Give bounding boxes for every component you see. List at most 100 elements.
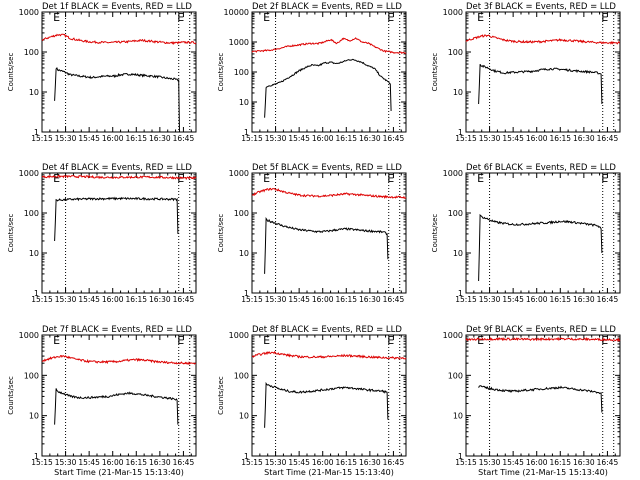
y-tick-label: 1 — [244, 452, 249, 461]
x-tick-label: 16:30 — [149, 458, 171, 467]
x-tick-label: 16:00 — [312, 134, 334, 143]
x-tick-label: 15:45 — [78, 295, 100, 304]
panel-9: Det 9f BLACK = Events, RED = LLD 1 10 100 10… — [443, 325, 621, 477]
x-tick-label: 16:30 — [149, 295, 171, 304]
x-tick-label: 16:45 — [173, 295, 195, 304]
x-tick-label: 15:15 — [31, 458, 53, 467]
x-tick-label: 16:15 — [335, 295, 357, 304]
x-tick-label: 16:00 — [526, 458, 548, 467]
x-tick-label: 16:00 — [526, 134, 548, 143]
x-tick-label: 16:45 — [173, 134, 195, 143]
plot-frame — [465, 334, 621, 457]
y-axis-label: Counts/sec — [7, 214, 15, 253]
event-marker-label: E — [387, 11, 394, 24]
y-tick-label: 10 — [29, 249, 39, 258]
event-marker-label: E — [177, 172, 184, 185]
lld-series-line — [465, 34, 621, 45]
event-marker-label: E — [387, 172, 394, 185]
x-tick-label: 16:15 — [549, 295, 571, 304]
plot-frame — [41, 172, 197, 294]
panel-4: Det 4f BLACK = Events, RED = LLD 1 10 100 10… — [7, 163, 197, 304]
y-tick-label: 1 — [34, 289, 39, 298]
event-marker-label: E — [53, 172, 60, 185]
y-tick-label: 100 — [234, 68, 249, 77]
x-tick-label: 16:15 — [125, 295, 147, 304]
event-marker-label: E — [177, 11, 184, 24]
lld-series-line — [251, 350, 407, 360]
panel-3: Det 3f BLACK = Events, RED = LLD 1 10 100 10… — [431, 2, 621, 143]
plot-frame — [465, 172, 621, 294]
panel-7: Det 7f BLACK = Events, RED = LLD 1 10 100 10… — [7, 325, 197, 477]
events-series-line — [54, 388, 179, 425]
plot-frame — [41, 334, 197, 457]
y-tick-label: 1000 — [19, 8, 39, 17]
x-tick-label: 15:45 — [502, 295, 524, 304]
x-tick-label: 15:30 — [265, 295, 287, 304]
x-tick-label: 15:30 — [55, 134, 77, 143]
event-marker-label: E — [177, 334, 184, 347]
x-tick-label: 15:15 — [31, 295, 53, 304]
y-tick-label: 10 — [239, 98, 249, 107]
x-tick-label: 15:15 — [241, 458, 263, 467]
y-tick-label: 100 — [24, 371, 39, 380]
x-tick-label: 15:30 — [479, 295, 501, 304]
x-tick-label: 16:15 — [335, 458, 357, 467]
lld-series-line — [251, 187, 407, 199]
x-tick-label: 15:45 — [78, 134, 100, 143]
x-tick-label: 15:15 — [455, 295, 477, 304]
y-tick-label: 1 — [458, 128, 463, 137]
event-marker-label: E — [601, 334, 608, 347]
x-tick-label: 16:30 — [573, 458, 595, 467]
plot-frame — [251, 334, 407, 457]
y-tick-label: 10 — [453, 249, 463, 258]
x-tick-label: 16:45 — [383, 295, 405, 304]
event-marker-label: E — [263, 11, 270, 24]
panel-title: Det 6f BLACK = Events, RED = LLD — [466, 163, 616, 173]
panel-title: Det 8f BLACK = Events, RED = LLD — [252, 325, 402, 335]
panel-title: Det 7f BLACK = Events, RED = LLD — [42, 325, 192, 335]
x-tick-label: 16:45 — [597, 295, 619, 304]
y-tick-label: 100 — [24, 209, 39, 218]
x-tick-label: 16:00 — [102, 295, 124, 304]
x-tick-label: 16:45 — [173, 458, 195, 467]
y-tick-label: 100 — [24, 48, 39, 57]
y-axis-label: Counts/sec — [431, 214, 439, 253]
y-tick-label: 10 — [453, 88, 463, 97]
y-tick-label: 1000 — [229, 38, 249, 47]
event-marker-label: E — [477, 334, 484, 347]
y-tick-label: 100 — [448, 48, 463, 57]
events-series-line — [478, 385, 603, 413]
x-tick-label: 15:15 — [241, 295, 263, 304]
y-tick-label: 10000 — [224, 8, 249, 17]
y-tick-label: 100 — [448, 371, 463, 380]
y-tick-label: 100 — [448, 209, 463, 218]
panel-6: Det 6f BLACK = Events, RED = LLD 1 10 100 10… — [431, 163, 621, 304]
x-tick-label: 16:30 — [573, 134, 595, 143]
x-tick-label: 16:30 — [149, 134, 171, 143]
y-tick-label: 100 — [234, 209, 249, 218]
plot-frame — [465, 11, 621, 133]
plot-frame — [41, 11, 197, 133]
event-marker-label: E — [477, 11, 484, 24]
x-tick-label: 16:45 — [597, 458, 619, 467]
lld-series-line — [41, 174, 197, 180]
y-tick-label: 10 — [239, 249, 249, 258]
events-series-line — [54, 67, 180, 133]
lld-series-line — [465, 336, 621, 343]
y-tick-label: 1000 — [229, 169, 249, 178]
x-tick-label: 15:45 — [502, 134, 524, 143]
y-tick-label: 1000 — [443, 169, 463, 178]
y-axis-label: Counts/sec — [217, 376, 225, 415]
panel-8: Det 8f BLACK = Events, RED = LLD 1 10 100 10… — [217, 325, 407, 477]
event-marker-label: E — [387, 334, 394, 347]
panel-5: Det 5f BLACK = Events, RED = LLD 1 10 100 10… — [217, 163, 407, 304]
y-axis-label: Counts/sec — [7, 53, 15, 92]
x-tick-label: 15:15 — [31, 134, 53, 143]
y-tick-label: 10 — [239, 412, 249, 421]
y-tick-label: 1000 — [19, 331, 39, 340]
y-tick-label: 1 — [34, 128, 39, 137]
x-tick-label: 16:45 — [597, 134, 619, 143]
panel-2: Det 2f BLACK = Events, RED = LLD 1 10 100 10… — [217, 2, 407, 143]
panel-title: Det 1f BLACK = Events, RED = LLD — [42, 2, 192, 12]
plot-frame — [251, 172, 407, 294]
